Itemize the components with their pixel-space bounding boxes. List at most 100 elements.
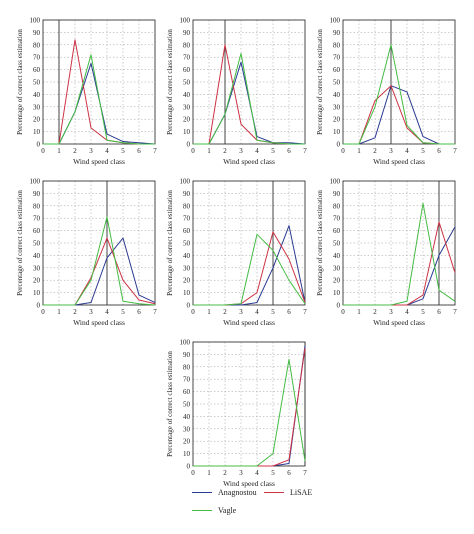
series-line-vagle xyxy=(343,202,456,306)
x-tick-label: 1 xyxy=(207,147,211,155)
series-line-lisae xyxy=(43,39,155,145)
y-tick-label: 50 xyxy=(333,240,341,248)
x-tick-label: 6 xyxy=(287,308,291,316)
x-axis-label: Wind speed class xyxy=(223,157,275,166)
y-tick-label: 40 xyxy=(33,91,41,99)
x-tick-label: 2 xyxy=(373,308,377,316)
y-tick-label: 10 xyxy=(333,128,341,136)
y-tick-label: 100 xyxy=(180,17,191,25)
legend-item-lisae: LiSAE xyxy=(264,488,312,497)
y-tick-label: 0 xyxy=(187,141,191,149)
x-tick-label: 5 xyxy=(271,469,275,477)
y-tick-label: 90 xyxy=(183,190,191,198)
x-tick-label: 4 xyxy=(405,308,409,316)
x-tick-label: 4 xyxy=(105,308,109,316)
y-axis-label: Percentage of correct class estimation xyxy=(166,29,174,135)
chart-panel-7: 0 10 20 30 40 50 60 70 80 90 100 0 1 2 3 4 5 6 7 Wind speed… xyxy=(166,339,307,489)
x-tick-label: 5 xyxy=(421,147,425,155)
y-tick-label: 40 xyxy=(333,91,341,99)
y-tick-label: 30 xyxy=(183,103,191,111)
x-tick-label: 7 xyxy=(303,308,307,316)
y-tick-label: 10 xyxy=(33,289,41,297)
series-line-vagle xyxy=(193,358,306,467)
series-line-vagle xyxy=(43,54,155,145)
y-tick-label: 0 xyxy=(37,141,41,149)
x-tick-label: 4 xyxy=(105,147,109,155)
y-tick-label: 80 xyxy=(33,202,41,210)
y-tick-label: 70 xyxy=(333,54,341,62)
x-tick-label: 4 xyxy=(255,147,259,155)
y-tick-label: 20 xyxy=(333,277,341,285)
y-tick-label: 20 xyxy=(33,116,41,124)
x-tick-label: 1 xyxy=(357,308,361,316)
y-tick-label: 90 xyxy=(33,29,41,37)
y-tick-label: 10 xyxy=(183,128,191,136)
x-tick-label: 7 xyxy=(153,147,157,155)
legend-label-lisae: LiSAE xyxy=(290,488,313,497)
series-line-anagnostou xyxy=(43,62,156,145)
plot-frame xyxy=(342,19,456,145)
y-tick-label: 20 xyxy=(183,116,191,124)
y-tick-label: 80 xyxy=(333,202,341,210)
y-tick-label: 20 xyxy=(33,277,41,285)
series-line-anagnostou xyxy=(343,85,455,145)
series-line-vagle xyxy=(193,52,305,145)
legend-item-anagnostou: Anagnostou xyxy=(192,488,257,497)
y-tick-label: 100 xyxy=(330,178,341,186)
y-tick-label: 40 xyxy=(183,413,191,421)
x-tick-label: 2 xyxy=(373,147,377,155)
y-tick-label: 40 xyxy=(183,91,191,99)
x-tick-label: 1 xyxy=(57,308,61,316)
legend-item-vagle: Vagle xyxy=(192,506,236,515)
y-axis-label: Percentage of correct class estimation xyxy=(316,29,324,135)
y-tick-label: 20 xyxy=(183,277,191,285)
y-tick-label: 60 xyxy=(183,388,191,396)
x-tick-label: 0 xyxy=(41,308,45,316)
x-axis-label: Wind speed class xyxy=(73,318,125,327)
plot-frame xyxy=(42,19,156,145)
x-tick-label: 1 xyxy=(207,469,211,477)
y-tick-label: 30 xyxy=(333,264,341,272)
y-tick-label: 80 xyxy=(183,363,191,371)
x-tick-label: 6 xyxy=(287,147,291,155)
y-tick-label: 50 xyxy=(33,240,41,248)
x-tick-label: 6 xyxy=(437,308,441,316)
y-axis-label: Percentage of correct class estimation xyxy=(16,29,24,135)
x-tick-label: 5 xyxy=(271,308,275,316)
x-tick-label: 3 xyxy=(239,308,243,316)
y-tick-label: 90 xyxy=(183,29,191,37)
x-tick-label: 2 xyxy=(223,469,227,477)
y-tick-label: 0 xyxy=(37,302,41,310)
y-tick-label: 60 xyxy=(333,227,341,235)
x-tick-label: 4 xyxy=(255,308,259,316)
y-tick-label: 70 xyxy=(183,215,191,223)
y-tick-label: 90 xyxy=(333,29,341,37)
x-tick-label: 2 xyxy=(73,147,77,155)
y-tick-label: 60 xyxy=(333,66,341,74)
x-tick-label: 6 xyxy=(287,469,291,477)
plot-frame xyxy=(192,19,306,145)
y-tick-label: 50 xyxy=(333,79,341,87)
x-axis-label: Wind speed class xyxy=(373,318,425,327)
x-tick-label: 3 xyxy=(89,147,93,155)
legend-swatch-lisae xyxy=(264,492,284,493)
y-tick-label: 30 xyxy=(183,264,191,272)
y-tick-label: 80 xyxy=(183,202,191,210)
x-tick-label: 6 xyxy=(437,147,441,155)
chart-panel-4: 0 10 20 30 40 50 60 70 80 90 100 0 1 2 3 4 5 6 7 Wind speed… xyxy=(16,178,157,328)
x-tick-label: 4 xyxy=(255,469,259,477)
y-axis-label: Percentage of correct class estimation xyxy=(166,190,174,296)
x-tick-label: 5 xyxy=(121,308,125,316)
y-tick-label: 100 xyxy=(180,339,191,347)
x-tick-label: 3 xyxy=(239,147,243,155)
y-axis-label: Percentage of correct class estimation xyxy=(316,190,324,296)
x-tick-label: 1 xyxy=(57,147,61,155)
y-tick-label: 30 xyxy=(33,264,41,272)
y-tick-label: 80 xyxy=(33,41,41,49)
chart-panel-6: 0 10 20 30 40 50 60 70 80 90 100 0 1 2 3 4 5 6 7 Wind speed… xyxy=(316,178,457,328)
x-tick-label: 0 xyxy=(191,469,195,477)
y-tick-label: 10 xyxy=(33,128,41,136)
y-tick-label: 70 xyxy=(183,376,191,384)
series-line-anagnostou xyxy=(193,225,306,306)
